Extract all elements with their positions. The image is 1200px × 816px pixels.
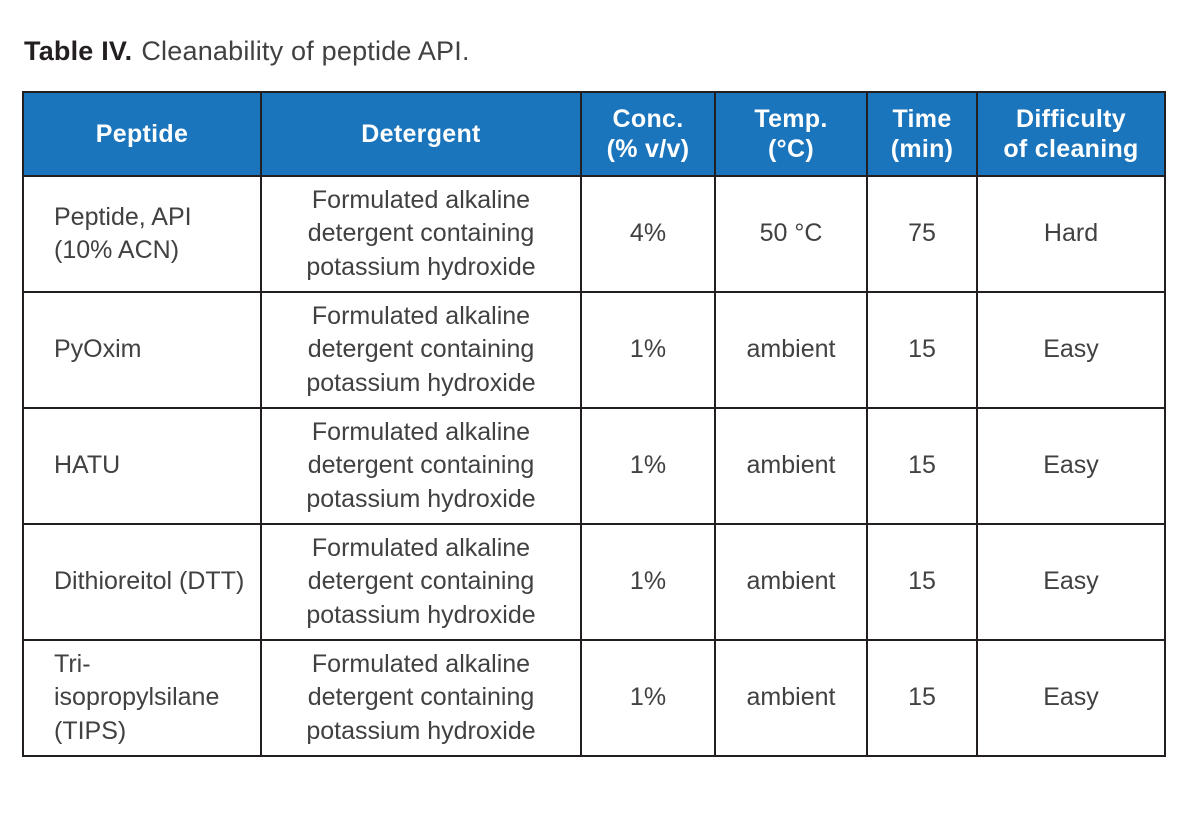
cell-peptide: Tri-isopropylsilane (TIPS) bbox=[22, 639, 262, 757]
cell-time: 15 bbox=[866, 639, 978, 757]
table-row: Dithioreitol (DTT) Formulated alkaline d… bbox=[22, 523, 1166, 641]
cell-difficulty: Easy bbox=[976, 407, 1166, 525]
cell-concentration: 1% bbox=[580, 407, 716, 525]
cell-temperature: ambient bbox=[714, 523, 868, 641]
table-row: Peptide, API (10% ACN) Formulated alkali… bbox=[22, 175, 1166, 293]
cell-temperature: 50 °C bbox=[714, 175, 868, 293]
cell-temperature: ambient bbox=[714, 407, 868, 525]
cell-concentration: 1% bbox=[580, 639, 716, 757]
cell-peptide: Peptide, API (10% ACN) bbox=[22, 175, 262, 293]
cell-difficulty: Easy bbox=[976, 291, 1166, 409]
cell-peptide: HATU bbox=[22, 407, 262, 525]
col-header-peptide: Peptide bbox=[22, 91, 262, 177]
cell-detergent: Formulated alkaline detergent containing… bbox=[260, 523, 582, 641]
cell-detergent: Formulated alkaline detergent containing… bbox=[260, 291, 582, 409]
cell-concentration: 4% bbox=[580, 175, 716, 293]
cell-peptide: Dithioreitol (DTT) bbox=[22, 523, 262, 641]
table-caption: Table IV. Cleanability of peptide API. bbox=[24, 36, 1200, 67]
cleanability-table: Peptide Detergent Conc. (% v/v) Temp. (°… bbox=[22, 91, 1166, 757]
cell-time: 75 bbox=[866, 175, 978, 293]
cell-difficulty: Easy bbox=[976, 523, 1166, 641]
table-row: Tri-isopropylsilane (TIPS) Formulated al… bbox=[22, 639, 1166, 757]
cell-detergent: Formulated alkaline detergent containing… bbox=[260, 407, 582, 525]
col-header-difficulty: Difficulty of cleaning bbox=[976, 91, 1166, 177]
col-header-detergent: Detergent bbox=[260, 91, 582, 177]
cell-difficulty: Hard bbox=[976, 175, 1166, 293]
cell-concentration: 1% bbox=[580, 291, 716, 409]
cell-time: 15 bbox=[866, 291, 978, 409]
table-row: PyOxim Formulated alkaline detergent con… bbox=[22, 291, 1166, 409]
cell-concentration: 1% bbox=[580, 523, 716, 641]
table-caption-number: Table IV. bbox=[24, 36, 133, 66]
cell-time: 15 bbox=[866, 523, 978, 641]
table-row: HATU Formulated alkaline detergent conta… bbox=[22, 407, 1166, 525]
col-header-concentration: Conc. (% v/v) bbox=[580, 91, 716, 177]
header-row: Peptide Detergent Conc. (% v/v) Temp. (°… bbox=[22, 91, 1166, 177]
cell-peptide: PyOxim bbox=[22, 291, 262, 409]
col-header-temperature: Temp. (°C) bbox=[714, 91, 868, 177]
cell-temperature: ambient bbox=[714, 639, 868, 757]
cell-detergent: Formulated alkaline detergent containing… bbox=[260, 175, 582, 293]
cell-time: 15 bbox=[866, 407, 978, 525]
col-header-time: Time (min) bbox=[866, 91, 978, 177]
cell-difficulty: Easy bbox=[976, 639, 1166, 757]
cell-temperature: ambient bbox=[714, 291, 868, 409]
table-caption-text: Cleanability of peptide API. bbox=[141, 36, 470, 66]
cell-detergent: Formulated alkaline detergent containing… bbox=[260, 639, 582, 757]
